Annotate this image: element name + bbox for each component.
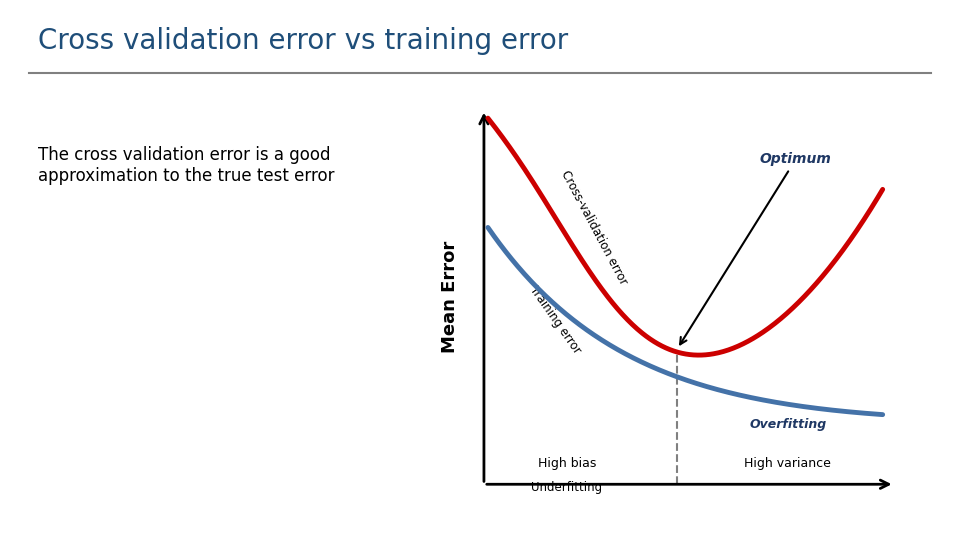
Text: Cross validation error vs training error: Cross validation error vs training error <box>38 27 568 55</box>
Text: Training error: Training error <box>527 284 583 356</box>
Text: High bias: High bias <box>538 457 596 470</box>
Text: High variance: High variance <box>745 457 831 470</box>
Text: Mean Error: Mean Error <box>442 241 460 353</box>
Text: Underfitting: Underfitting <box>531 481 603 494</box>
Text: The cross validation error is a good
approximation to the true test error: The cross validation error is a good app… <box>38 146 335 185</box>
Text: Overfitting: Overfitting <box>750 418 827 431</box>
Text: Cross-validation error: Cross-validation error <box>559 168 630 287</box>
Text: Optimum: Optimum <box>680 152 831 345</box>
